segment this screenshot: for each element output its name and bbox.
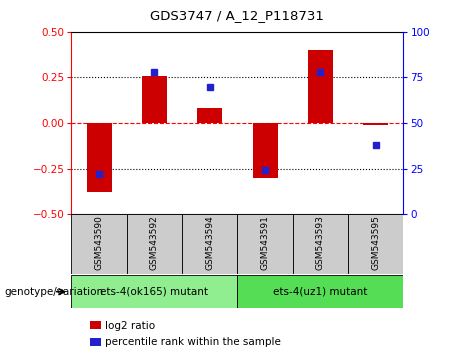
FancyBboxPatch shape — [348, 214, 403, 274]
Text: GSM543592: GSM543592 — [150, 216, 159, 270]
FancyBboxPatch shape — [71, 214, 127, 274]
Bar — [363, 123, 388, 125]
FancyBboxPatch shape — [182, 214, 237, 274]
Bar — [308, 50, 333, 123]
Text: GSM543591: GSM543591 — [260, 216, 270, 270]
Text: log2 ratio: log2 ratio — [105, 321, 155, 331]
Text: ets-4(uz1) mutant: ets-4(uz1) mutant — [273, 287, 367, 297]
Text: GSM543590: GSM543590 — [95, 216, 104, 270]
Bar — [90, 338, 101, 346]
Bar — [197, 108, 222, 123]
FancyBboxPatch shape — [71, 275, 237, 308]
FancyBboxPatch shape — [237, 214, 293, 274]
Bar — [253, 123, 278, 178]
Text: GSM543595: GSM543595 — [371, 216, 380, 270]
FancyBboxPatch shape — [127, 214, 182, 274]
Bar — [90, 321, 101, 329]
Text: percentile rank within the sample: percentile rank within the sample — [105, 337, 281, 347]
Bar — [87, 123, 112, 192]
FancyBboxPatch shape — [237, 275, 403, 308]
Text: GSM543593: GSM543593 — [316, 216, 325, 270]
Text: GDS3747 / A_12_P118731: GDS3747 / A_12_P118731 — [150, 9, 325, 22]
FancyBboxPatch shape — [293, 214, 348, 274]
Bar — [142, 76, 167, 123]
Text: GSM543594: GSM543594 — [205, 216, 214, 270]
Text: genotype/variation: genotype/variation — [5, 287, 104, 297]
Text: ets-4(ok165) mutant: ets-4(ok165) mutant — [100, 287, 208, 297]
